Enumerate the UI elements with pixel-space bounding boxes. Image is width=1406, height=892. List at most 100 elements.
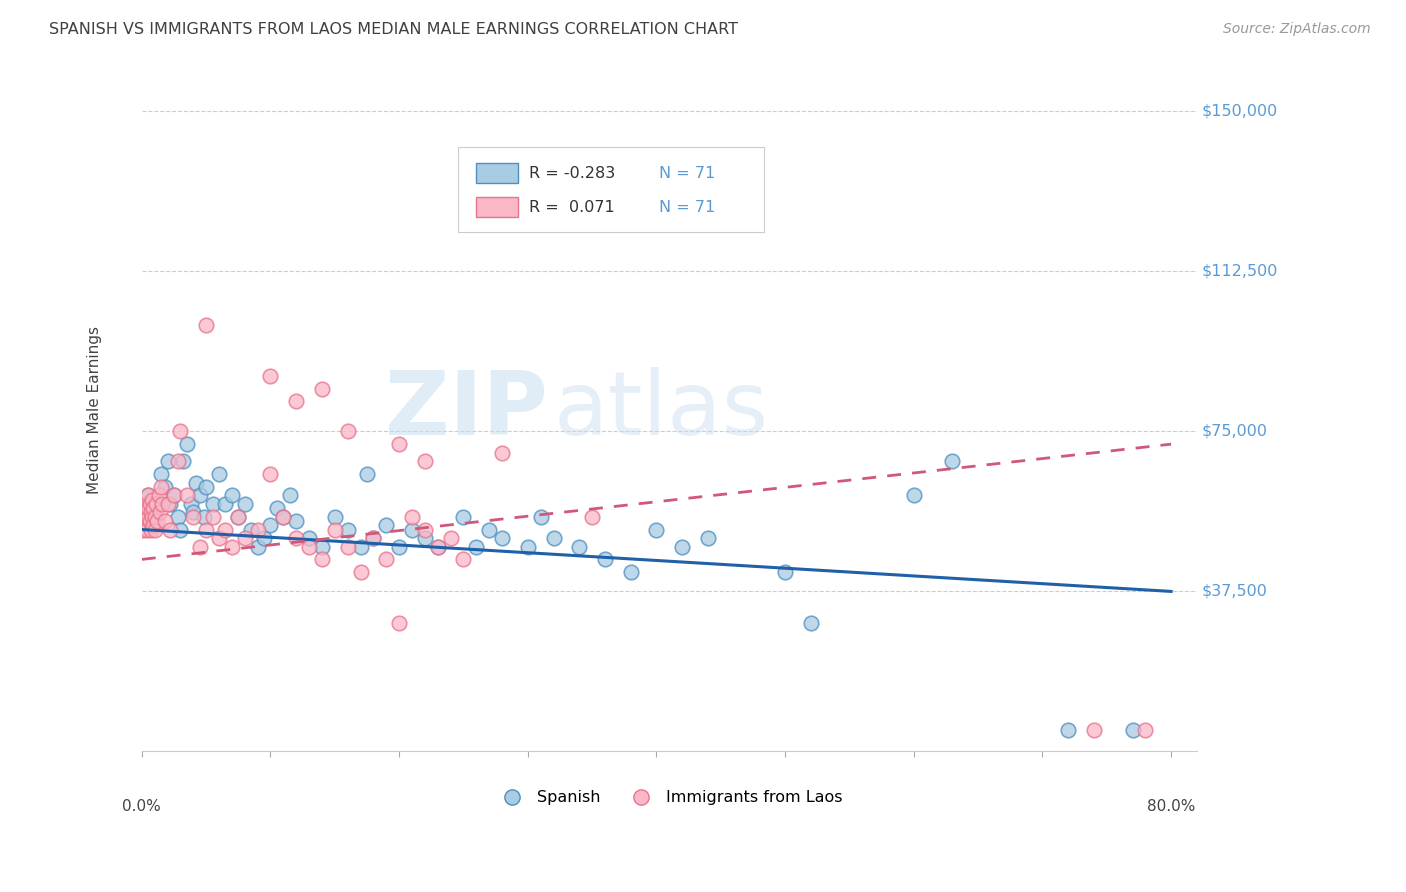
- Point: [136, 514, 159, 528]
- Point: [188, 540, 211, 554]
- Point: [903, 488, 925, 502]
- Point: [136, 505, 159, 519]
- Text: $37,500: $37,500: [1202, 584, 1268, 599]
- Legend: Spanish, Immigrants from Laos: Spanish, Immigrants from Laos: [489, 784, 849, 812]
- Point: [195, 318, 218, 332]
- Point: [221, 540, 243, 554]
- Point: [153, 480, 176, 494]
- Point: [139, 505, 162, 519]
- Point: [142, 518, 165, 533]
- Point: [228, 509, 250, 524]
- Point: [323, 509, 346, 524]
- Point: [530, 509, 553, 524]
- Text: atlas: atlas: [554, 367, 769, 453]
- Point: [139, 514, 162, 528]
- Point: [388, 616, 411, 631]
- Point: [336, 540, 359, 554]
- Text: N = 71: N = 71: [659, 200, 716, 215]
- Point: [136, 523, 159, 537]
- Point: [453, 509, 475, 524]
- Point: [142, 518, 165, 533]
- Point: [298, 531, 321, 545]
- Text: R =  0.071: R = 0.071: [529, 200, 614, 215]
- Point: [134, 501, 156, 516]
- Point: [136, 509, 159, 524]
- Point: [491, 531, 513, 545]
- Point: [349, 540, 371, 554]
- Point: [285, 531, 308, 545]
- Point: [163, 488, 186, 502]
- Point: [620, 565, 643, 579]
- Point: [150, 480, 173, 494]
- Point: [671, 540, 693, 554]
- Point: [1121, 723, 1143, 738]
- Text: $75,000: $75,000: [1202, 424, 1268, 439]
- Point: [141, 509, 163, 524]
- Point: [375, 552, 398, 566]
- FancyBboxPatch shape: [458, 147, 765, 233]
- Point: [221, 488, 243, 502]
- Point: [169, 425, 191, 439]
- Point: [388, 437, 411, 451]
- Point: [516, 540, 538, 554]
- FancyBboxPatch shape: [477, 197, 519, 218]
- Point: [413, 454, 436, 468]
- Point: [491, 445, 513, 459]
- Text: $112,500: $112,500: [1202, 264, 1278, 279]
- Point: [150, 467, 173, 481]
- Point: [356, 467, 378, 481]
- Point: [581, 509, 603, 524]
- Point: [1135, 723, 1157, 738]
- Point: [145, 497, 167, 511]
- Point: [135, 501, 157, 516]
- Point: [201, 497, 224, 511]
- Point: [181, 505, 204, 519]
- Point: [188, 488, 211, 502]
- Point: [138, 497, 160, 511]
- Point: [156, 454, 179, 468]
- Point: [181, 509, 204, 524]
- Point: [246, 523, 269, 537]
- Text: Median Male Earnings: Median Male Earnings: [87, 326, 101, 494]
- Point: [253, 531, 276, 545]
- Point: [388, 540, 411, 554]
- Point: [285, 394, 308, 409]
- Point: [259, 518, 281, 533]
- Point: [138, 514, 160, 528]
- Point: [311, 382, 333, 396]
- Text: N = 71: N = 71: [659, 166, 716, 180]
- Point: [184, 475, 207, 490]
- Text: 80.0%: 80.0%: [1147, 799, 1195, 814]
- Point: [136, 497, 159, 511]
- Point: [941, 454, 963, 468]
- Point: [166, 454, 188, 468]
- Point: [240, 523, 263, 537]
- Point: [149, 505, 172, 519]
- Point: [176, 437, 198, 451]
- Point: [159, 523, 181, 537]
- Point: [143, 509, 166, 524]
- Point: [543, 531, 565, 545]
- FancyBboxPatch shape: [477, 162, 519, 183]
- Point: [135, 509, 157, 524]
- Text: 0.0%: 0.0%: [122, 799, 162, 814]
- Point: [233, 497, 256, 511]
- Point: [336, 425, 359, 439]
- Point: [401, 509, 423, 524]
- Point: [259, 467, 281, 481]
- Point: [132, 509, 155, 524]
- Point: [336, 523, 359, 537]
- Point: [172, 454, 194, 468]
- Point: [349, 565, 371, 579]
- Point: [375, 518, 398, 533]
- Point: [135, 497, 157, 511]
- Point: [134, 514, 156, 528]
- Point: [169, 523, 191, 537]
- Point: [1057, 723, 1080, 738]
- Point: [138, 505, 160, 519]
- Point: [139, 523, 162, 537]
- Point: [134, 509, 156, 524]
- Point: [465, 540, 488, 554]
- Point: [478, 523, 501, 537]
- Point: [141, 492, 163, 507]
